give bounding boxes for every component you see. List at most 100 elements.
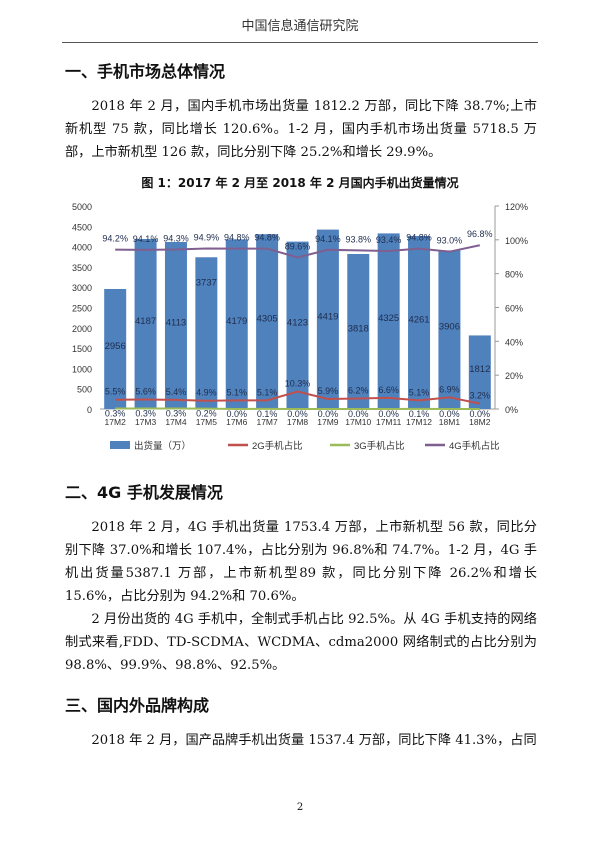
point-label: 10.3% bbox=[285, 379, 311, 389]
left-tick-label: 0 bbox=[87, 405, 92, 415]
point-label: 0.0% bbox=[378, 409, 399, 419]
category-label: 17M12 bbox=[406, 417, 432, 427]
point-label: 3.2% bbox=[470, 391, 491, 401]
left-tick-label: 4500 bbox=[72, 222, 92, 232]
point-label: 5.1% bbox=[226, 387, 247, 397]
point-label: 5.1% bbox=[409, 387, 430, 397]
bar-17M11 bbox=[377, 233, 400, 409]
point-label: 6.2% bbox=[348, 386, 369, 396]
bar-18M2 bbox=[468, 335, 491, 409]
section-3-paragraph: 2018 年 2 月，国产品牌手机出货量 1537.4 万部，同比下降 41.3… bbox=[91, 733, 537, 748]
legend-label: 3G手机占比 bbox=[354, 440, 405, 452]
point-label: 0.0% bbox=[470, 409, 491, 419]
right-tick-label: 100% bbox=[505, 236, 528, 246]
legend-label: 2G手机占比 bbox=[252, 440, 303, 452]
category-label: 17M5 bbox=[196, 417, 218, 427]
category-label: 17M8 bbox=[287, 417, 309, 427]
chart-title: 图 1：2017 年 2 月至 2018 年 2 月国内手机出货量情况 bbox=[141, 176, 459, 190]
document-page: 中国信息通信研究院 一、手机市场总体情况 2018 年 2 月，国内手机市场出货… bbox=[62, 18, 538, 748]
right-tick-label: 80% bbox=[505, 270, 523, 280]
right-tick-label: 0% bbox=[505, 405, 518, 415]
left-tick-label: 1000 bbox=[72, 364, 92, 374]
point-label: 93.8% bbox=[346, 234, 372, 244]
point-label: 94.1% bbox=[133, 234, 159, 244]
left-tick-label: 3000 bbox=[72, 283, 92, 293]
point-label: 0.1% bbox=[409, 409, 430, 419]
line-4G手机占比 bbox=[115, 244, 481, 259]
point-label: 89.6% bbox=[285, 241, 311, 251]
point-label: 5.6% bbox=[135, 387, 156, 397]
bar-17M12 bbox=[408, 236, 431, 409]
bar-label: 4179 bbox=[226, 316, 247, 327]
point-label: 0.2% bbox=[196, 409, 217, 419]
category-label: 17M10 bbox=[345, 417, 371, 427]
left-tick-label: 1500 bbox=[72, 344, 92, 354]
point-label: 0.3% bbox=[166, 408, 187, 418]
bar-18M1 bbox=[438, 250, 461, 409]
category-label: 18M1 bbox=[439, 417, 461, 427]
point-label: 4.9% bbox=[196, 388, 217, 398]
bar-label: 4305 bbox=[257, 314, 278, 325]
point-label: 94.2% bbox=[102, 234, 128, 244]
bar-17M2 bbox=[104, 288, 127, 409]
bar-label: 4123 bbox=[287, 317, 308, 328]
point-label: 0.0% bbox=[287, 409, 308, 419]
document-header: 中国信息通信研究院 bbox=[62, 18, 538, 43]
bar-label: 4325 bbox=[378, 313, 399, 324]
bar-label: 4113 bbox=[166, 318, 186, 329]
page-number: 2 bbox=[296, 802, 304, 813]
left-tick-label: 5000 bbox=[72, 202, 92, 212]
bar-17M3 bbox=[134, 239, 157, 409]
point-label: 93.4% bbox=[376, 235, 402, 245]
bar-17M10 bbox=[347, 253, 370, 409]
line-3G手机占比 bbox=[115, 407, 480, 411]
category-label: 17M9 bbox=[317, 417, 339, 427]
point-label: 5.9% bbox=[318, 386, 339, 396]
right-tick-label: 60% bbox=[505, 304, 523, 314]
point-label: 94.8% bbox=[224, 233, 250, 243]
bar-17M9 bbox=[316, 229, 339, 409]
left-tick-label: 500 bbox=[77, 385, 92, 395]
bar-label: 4261 bbox=[408, 315, 429, 326]
bar-label: 4187 bbox=[135, 316, 156, 327]
point-label: 5.4% bbox=[166, 387, 187, 397]
point-label: 94.3% bbox=[163, 233, 189, 243]
legend-label: 出货量（万） bbox=[134, 440, 191, 452]
point-label: 0.3% bbox=[105, 408, 126, 418]
point-label: 94.8% bbox=[254, 233, 280, 243]
point-label: 5.5% bbox=[105, 387, 126, 397]
point-label: 94.9% bbox=[194, 232, 220, 242]
bar-17M7 bbox=[256, 234, 279, 409]
bar-label: 1812 bbox=[469, 364, 490, 375]
left-tick-label: 3500 bbox=[72, 263, 92, 273]
point-label: 0.0% bbox=[348, 409, 369, 419]
point-label: 5.1% bbox=[257, 387, 278, 397]
bar-17M4 bbox=[164, 242, 187, 409]
bar-17M6 bbox=[225, 239, 248, 409]
section-3-heading: 三、国内外品牌构成 bbox=[65, 696, 210, 715]
category-label: 17M4 bbox=[165, 417, 187, 427]
point-label: 94.1% bbox=[315, 234, 341, 244]
bar-label: 3906 bbox=[439, 322, 460, 333]
right-tick-label: 120% bbox=[505, 202, 528, 212]
category-label: 18M2 bbox=[469, 417, 491, 427]
category-label: 17M2 bbox=[105, 417, 127, 427]
left-tick-label: 2500 bbox=[72, 304, 92, 314]
section-2-paragraph-2: 2 月份出货的 4G 手机中，全制式手机占比 92.5%。从 4G 手机支持的网… bbox=[65, 612, 537, 673]
shipment-chart: 0 500 1000 1500 2000 2500 3000 3500 4000 4500 5000… bbox=[72, 202, 528, 452]
point-label: 0.3% bbox=[135, 408, 156, 418]
section-1-paragraph: 2018 年 2 月，国内手机市场出货量 1812.2 万部，同比下降 38.7… bbox=[65, 99, 537, 160]
point-label: 0.0% bbox=[439, 409, 460, 419]
bar-label: 3737 bbox=[196, 277, 217, 288]
legend-label: 4G手机占比 bbox=[449, 440, 500, 452]
left-tick-label: 2000 bbox=[72, 324, 92, 334]
bar-label: 2956 bbox=[105, 341, 126, 352]
category-label: 17M7 bbox=[256, 417, 278, 427]
section-2-paragraph-1: 2018 年 2 月，4G 手机出货量 1753.4 万部，上市新机型 56 款… bbox=[65, 520, 537, 604]
bar-17M5 bbox=[195, 257, 218, 409]
point-label: 96.8% bbox=[467, 229, 493, 239]
legend-swatch bbox=[110, 441, 130, 449]
section-2-heading: 二、4G 手机发展情况 bbox=[65, 483, 223, 502]
point-label: 0.0% bbox=[318, 409, 339, 419]
section-1-heading: 一、手机市场总体情况 bbox=[65, 62, 226, 81]
